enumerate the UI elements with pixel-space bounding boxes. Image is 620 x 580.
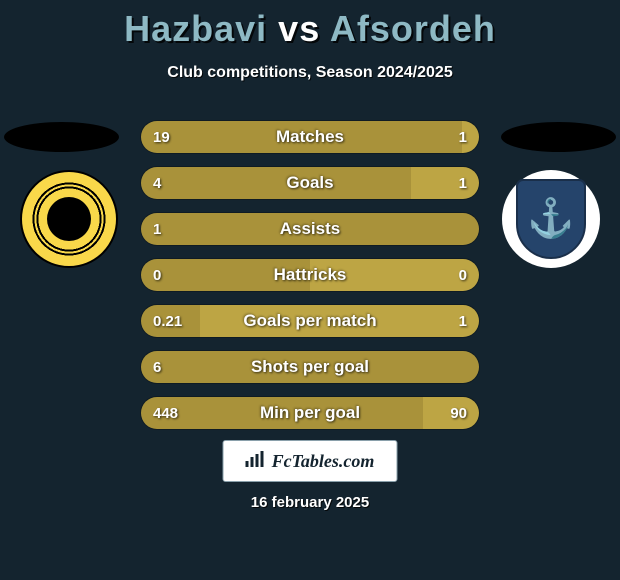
subtitle: Club competitions, Season 2024/2025	[0, 64, 620, 82]
source-logo: FcTables.com	[223, 440, 398, 482]
stat-row: Min per goal448 90	[140, 396, 480, 430]
bar-value-right: 90	[438, 397, 479, 429]
player1-name: Hazbavi	[124, 8, 267, 49]
bar-value-right	[455, 351, 479, 383]
bar-label: Assists	[141, 213, 479, 245]
stat-row: Goals per match0.211	[140, 304, 480, 338]
player2-name: Afsordeh	[330, 8, 496, 49]
bar-value-left: 19	[141, 121, 182, 153]
bar-value-right: 1	[447, 121, 479, 153]
vs-text: vs	[278, 8, 320, 49]
bar-value-left: 1	[141, 213, 173, 245]
bar-label: Hattricks	[141, 259, 479, 291]
stat-row: Assists1	[140, 212, 480, 246]
stat-row: Shots per goal6	[140, 350, 480, 384]
crest-shadow-right	[501, 122, 616, 152]
stat-row: Hattricks0 0	[140, 258, 480, 292]
team-crest-left	[20, 170, 118, 268]
bar-label: Min per goal	[141, 397, 479, 429]
source-logo-text: FcTables.com	[272, 451, 375, 472]
bar-value-right: 1	[447, 167, 479, 199]
crest-shadow-left	[4, 122, 119, 152]
stat-bars: Matches191Goals41Assists1Hattricks00Goal…	[140, 120, 480, 442]
comparison-title: Hazbavi vs Afsordeh	[0, 0, 620, 50]
anchor-shield-icon: ⚓	[516, 179, 586, 259]
stat-row: Goals4 1	[140, 166, 480, 200]
bar-value-right: 0	[447, 259, 479, 291]
bar-label: Shots per goal	[141, 351, 479, 383]
bar-value-right: 1	[447, 305, 479, 337]
bar-value-right	[455, 213, 479, 245]
stat-row: Matches19 1	[140, 120, 480, 154]
bar-label: Matches	[141, 121, 479, 153]
chart-bars-icon	[246, 451, 266, 472]
bar-value-left: 0.21	[141, 305, 194, 337]
bar-value-left: 4	[141, 167, 173, 199]
team-crest-right: ⚓	[502, 170, 600, 268]
bar-value-left: 0	[141, 259, 173, 291]
snapshot-date: 16 february 2025	[0, 494, 620, 511]
bar-value-left: 6	[141, 351, 173, 383]
bar-label: Goals	[141, 167, 479, 199]
bar-value-left: 448	[141, 397, 190, 429]
